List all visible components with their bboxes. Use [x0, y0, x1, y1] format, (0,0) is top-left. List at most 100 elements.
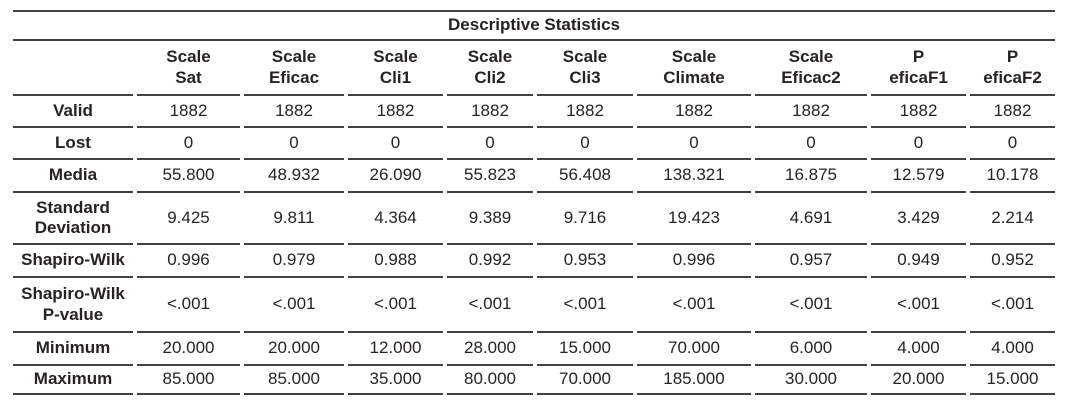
- column-header-scale-cli2: Scale Cli2: [447, 41, 533, 96]
- cell-value: 0: [137, 128, 240, 160]
- table-row-standard-deviation: Standard Deviation 9.425 9.811 4.364 9.3…: [13, 193, 1056, 245]
- table-row-valid: Valid 1882 1882 1882 1882 1882 1882 1882…: [13, 96, 1056, 128]
- column-header-scale-cli3: Scale Cli3: [537, 41, 633, 96]
- cell-value: 15.000: [970, 366, 1056, 395]
- cell-value: <.001: [537, 278, 633, 333]
- cell-value: 4.691: [755, 193, 867, 245]
- cell-value: 2.214: [970, 193, 1056, 245]
- table-title: Descriptive Statistics: [13, 10, 1056, 41]
- cell-value: 9.389: [447, 193, 533, 245]
- cell-value: 20.000: [137, 333, 240, 366]
- row-label-maximum: Maximum: [13, 366, 133, 395]
- cell-value: 138.321: [637, 160, 751, 193]
- row-label-shapiro-wilk: Shapiro-Wilk: [13, 245, 133, 278]
- cell-value: 20.000: [871, 366, 966, 395]
- cell-value: 35.000: [348, 366, 443, 395]
- cell-value: <.001: [871, 278, 966, 333]
- cell-value: 0: [637, 128, 751, 160]
- cell-value: 28.000: [447, 333, 533, 366]
- cell-value: 26.090: [348, 160, 443, 193]
- cell-value: 48.932: [244, 160, 344, 193]
- row-label-header-spacer: [13, 41, 133, 96]
- cell-value: <.001: [637, 278, 751, 333]
- cell-value: 0.949: [871, 245, 966, 278]
- cell-value: 4.000: [871, 333, 966, 366]
- cell-value: 4.000: [970, 333, 1056, 366]
- cell-value: 1882: [755, 96, 867, 128]
- cell-value: 12.000: [348, 333, 443, 366]
- cell-value: 0.988: [348, 245, 443, 278]
- cell-value: 9.425: [137, 193, 240, 245]
- cell-value: 3.429: [871, 193, 966, 245]
- cell-value: 1882: [244, 96, 344, 128]
- table-row-minimum: Minimum 20.000 20.000 12.000 28.000 15.0…: [13, 333, 1056, 366]
- cell-value: 0: [244, 128, 344, 160]
- cell-value: 55.823: [447, 160, 533, 193]
- column-header-p-eficaf1: P eficaF1: [871, 41, 966, 96]
- column-header-scale-cli1: Scale Cli1: [348, 41, 443, 96]
- cell-value: 30.000: [755, 366, 867, 395]
- cell-value: 70.000: [537, 366, 633, 395]
- table-header-row: Scale Sat Scale Eficac Scale Cli1 Scale …: [13, 41, 1056, 96]
- cell-value: 19.423: [637, 193, 751, 245]
- cell-value: <.001: [755, 278, 867, 333]
- table-row-maximum: Maximum 85.000 85.000 35.000 80.000 70.0…: [13, 366, 1056, 395]
- cell-value: 1882: [137, 96, 240, 128]
- cell-value: 185.000: [637, 366, 751, 395]
- cell-value: <.001: [348, 278, 443, 333]
- cell-value: 0: [871, 128, 966, 160]
- cell-value: <.001: [447, 278, 533, 333]
- cell-value: 85.000: [137, 366, 240, 395]
- row-label-shapiro-wilk-p-value: Shapiro-Wilk P-value: [13, 278, 133, 333]
- cell-value: 1882: [348, 96, 443, 128]
- cell-value: 0: [447, 128, 533, 160]
- row-label-standard-deviation: Standard Deviation: [13, 193, 133, 245]
- cell-value: <.001: [970, 278, 1056, 333]
- cell-value: 1882: [537, 96, 633, 128]
- descriptive-statistics-table: Descriptive Statistics Scale Sat Scale E…: [9, 10, 1059, 395]
- cell-value: 1882: [970, 96, 1056, 128]
- column-header-scale-sat: Scale Sat: [137, 41, 240, 96]
- cell-value: 16.875: [755, 160, 867, 193]
- column-header-p-eficaf2: P eficaF2: [970, 41, 1056, 96]
- cell-value: 0.992: [447, 245, 533, 278]
- cell-value: 85.000: [244, 366, 344, 395]
- cell-value: 6.000: [755, 333, 867, 366]
- cell-value: 0.953: [537, 245, 633, 278]
- cell-value: 4.364: [348, 193, 443, 245]
- cell-value: 55.800: [137, 160, 240, 193]
- cell-value: 0.957: [755, 245, 867, 278]
- cell-value: 0.996: [137, 245, 240, 278]
- cell-value: 1882: [871, 96, 966, 128]
- row-label-valid: Valid: [13, 96, 133, 128]
- table-title-row: Descriptive Statistics: [13, 10, 1056, 41]
- row-label-minimum: Minimum: [13, 333, 133, 366]
- cell-value: 80.000: [447, 366, 533, 395]
- cell-value: 56.408: [537, 160, 633, 193]
- cell-value: 10.178: [970, 160, 1056, 193]
- column-header-scale-eficac2: Scale Eficac2: [755, 41, 867, 96]
- cell-value: 15.000: [537, 333, 633, 366]
- cell-value: 12.579: [871, 160, 966, 193]
- cell-value: 9.811: [244, 193, 344, 245]
- row-label-media: Media: [13, 160, 133, 193]
- cell-value: <.001: [137, 278, 240, 333]
- cell-value: 0: [537, 128, 633, 160]
- cell-value: 0: [348, 128, 443, 160]
- cell-value: 9.716: [537, 193, 633, 245]
- column-header-scale-climate: Scale Climate: [637, 41, 751, 96]
- cell-value: 1882: [637, 96, 751, 128]
- table-row-lost: Lost 0 0 0 0 0 0 0 0 0: [13, 128, 1056, 160]
- column-header-scale-eficac: Scale Eficac: [244, 41, 344, 96]
- cell-value: <.001: [244, 278, 344, 333]
- cell-value: 70.000: [637, 333, 751, 366]
- table-row-shapiro-wilk: Shapiro-Wilk 0.996 0.979 0.988 0.992 0.9…: [13, 245, 1056, 278]
- table-row-media: Media 55.800 48.932 26.090 55.823 56.408…: [13, 160, 1056, 193]
- table-row-shapiro-wilk-p-value: Shapiro-Wilk P-value <.001 <.001 <.001 <…: [13, 278, 1056, 333]
- cell-value: 0: [970, 128, 1056, 160]
- cell-value: 20.000: [244, 333, 344, 366]
- cell-value: 1882: [447, 96, 533, 128]
- cell-value: 0.952: [970, 245, 1056, 278]
- cell-value: 0.996: [637, 245, 751, 278]
